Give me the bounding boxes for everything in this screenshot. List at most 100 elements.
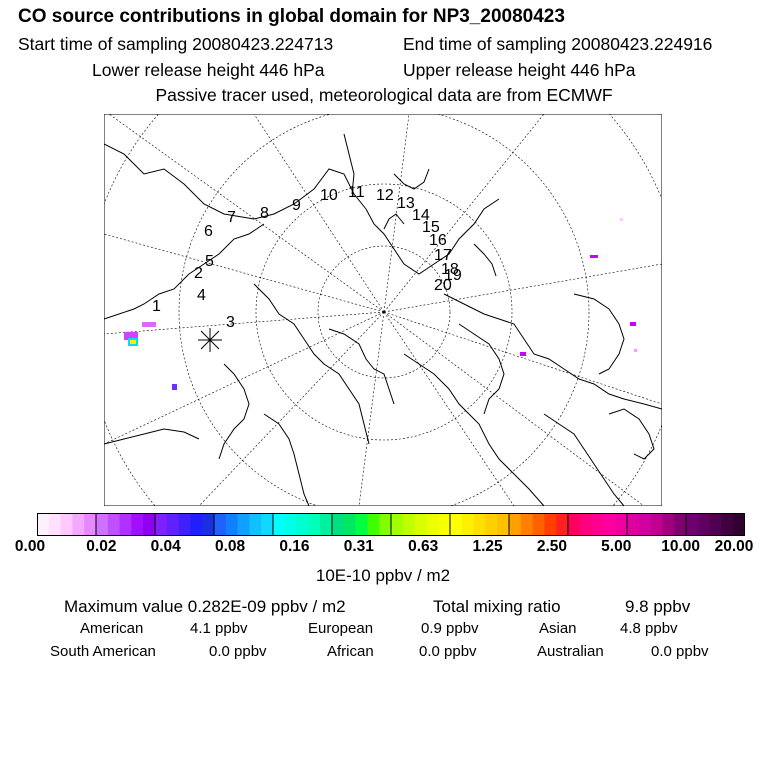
colorbar-swatch — [320, 513, 333, 536]
trajectory-label: 3 — [226, 314, 235, 331]
colorbar-swatch — [119, 513, 132, 536]
colorbar-swatch — [379, 513, 392, 536]
concentration-spots — [124, 218, 637, 390]
colorbar-swatch — [237, 513, 250, 536]
colorbar-swatch — [532, 513, 545, 536]
colorbar-swatch — [509, 513, 522, 536]
trajectory-label: 9 — [292, 197, 301, 214]
colorbar-swatch — [686, 513, 699, 536]
colorbar-swatch — [426, 513, 439, 536]
latitude-circles — [104, 114, 662, 506]
colorbar-swatch — [273, 513, 286, 536]
colorbar-tick-label: 0.00 — [14, 538, 46, 555]
region-value: 4.8 ppbv — [620, 620, 678, 637]
colorbar-swatch — [497, 513, 510, 536]
colorbar-swatch — [709, 513, 722, 536]
colorbar-swatch — [131, 513, 144, 536]
colorbar-border — [37, 513, 745, 536]
colorbar-swatch — [284, 513, 297, 536]
colorbar-swatch — [438, 513, 451, 536]
colorbar-swatch — [308, 513, 321, 536]
region-value: 4.1 ppbv — [190, 620, 248, 637]
trajectory-label: 8 — [260, 205, 269, 222]
colorbar-swatch — [568, 513, 581, 536]
upper-release-label: Upper release height 446 hPa — [403, 60, 636, 80]
trajectory-label: 13 — [397, 195, 415, 212]
colorbar-swatch — [615, 513, 628, 536]
colorbar-swatch — [674, 513, 687, 536]
trajectory-label: 17 — [434, 247, 452, 264]
colorbar-swatch — [638, 513, 651, 536]
colorbar-swatch — [166, 513, 179, 536]
trajectory-label: 7 — [227, 209, 236, 226]
trajectory-label: 20 — [434, 277, 452, 294]
region-name: American — [80, 620, 144, 637]
colorbar-tick-label: 0.04 — [150, 538, 181, 555]
colorbar-swatch — [214, 513, 227, 536]
plot-title: CO source contributions in global domain… — [18, 6, 565, 27]
colorbar-swatch — [721, 513, 734, 536]
colorbar-swatch — [72, 513, 85, 536]
colorbar-tick-label: 5.00 — [601, 538, 632, 555]
colorbar-swatch — [402, 513, 415, 536]
colorbar-swatch — [485, 513, 498, 536]
region-name: Asian — [539, 620, 577, 637]
colorbar — [37, 513, 745, 536]
colorbar-swatch — [107, 513, 120, 536]
trajectory-label: 16 — [429, 232, 447, 249]
total-mixing-label: Total mixing ratio — [433, 597, 561, 616]
colorbar-swatch — [367, 513, 380, 536]
colorbar-tick-label: 0.16 — [279, 538, 310, 555]
colorbar-swatch — [332, 513, 345, 536]
region-value: 0.0 ppbv — [419, 643, 477, 660]
colorbar-swatch — [591, 513, 604, 536]
colorbar-tick-label: 20.00 — [714, 538, 754, 555]
trajectory-label: 18 — [441, 261, 459, 278]
region-name: South American — [50, 643, 156, 660]
trajectory-label: 14 — [412, 207, 430, 224]
trajectory-label: 4 — [197, 287, 206, 304]
start-time-label: Start time of sampling 20080423.224713 — [18, 34, 334, 54]
colorbar-tick-label: 10.00 — [661, 538, 701, 555]
coastlines — [104, 133, 662, 506]
colorbar-tick-label: 0.31 — [343, 538, 374, 555]
colorbar-swatch — [450, 513, 463, 536]
colorbar-swatch — [60, 513, 73, 536]
region-value: 0.0 ppbv — [209, 643, 267, 660]
end-time-label: End time of sampling 20080423.224916 — [403, 34, 713, 54]
colorbar-swatch — [473, 513, 486, 536]
region-name: Australian — [537, 643, 604, 660]
trajectory-label: 11 — [348, 184, 365, 201]
trajectory-label: 5 — [205, 253, 214, 270]
colorbar-tick-label: 0.02 — [86, 538, 117, 555]
trajectory-label: 19 — [444, 267, 462, 284]
colorbar-swatch — [556, 513, 569, 536]
region-name: European — [308, 620, 374, 637]
colorbar-swatch — [391, 513, 404, 536]
colorbar-swatch — [520, 513, 533, 536]
colorbar-swatch — [37, 513, 50, 536]
colorbar-swatch — [461, 513, 474, 536]
colorbar-swatch — [579, 513, 592, 536]
total-mixing-value: 9.8 ppbv — [625, 597, 691, 616]
colorbar-swatch — [296, 513, 309, 536]
colorbar-tick-label: 0.63 — [408, 538, 439, 555]
colorbar-swatch — [202, 513, 215, 536]
colorbar-tick-label: 2.50 — [536, 538, 567, 555]
meridians — [104, 114, 662, 506]
colorbar-swatch — [650, 513, 663, 536]
colorbar-swatch — [414, 513, 427, 536]
colorbar-swatch — [178, 513, 191, 536]
region-name: African — [327, 643, 374, 660]
colorbar-swatch — [544, 513, 557, 536]
trajectory-label: 15 — [422, 219, 440, 236]
trajectory-label: 10 — [320, 187, 338, 204]
tracer-note: Passive tracer used, meteorological data… — [155, 85, 613, 105]
colorbar-unit: 10E-10 ppbv / m2 — [315, 566, 451, 585]
colorbar-swatch — [84, 513, 97, 536]
colorbar-swatch — [627, 513, 640, 536]
release-point-asterisk — [198, 328, 222, 352]
region-value: 0.0 ppbv — [651, 643, 709, 660]
